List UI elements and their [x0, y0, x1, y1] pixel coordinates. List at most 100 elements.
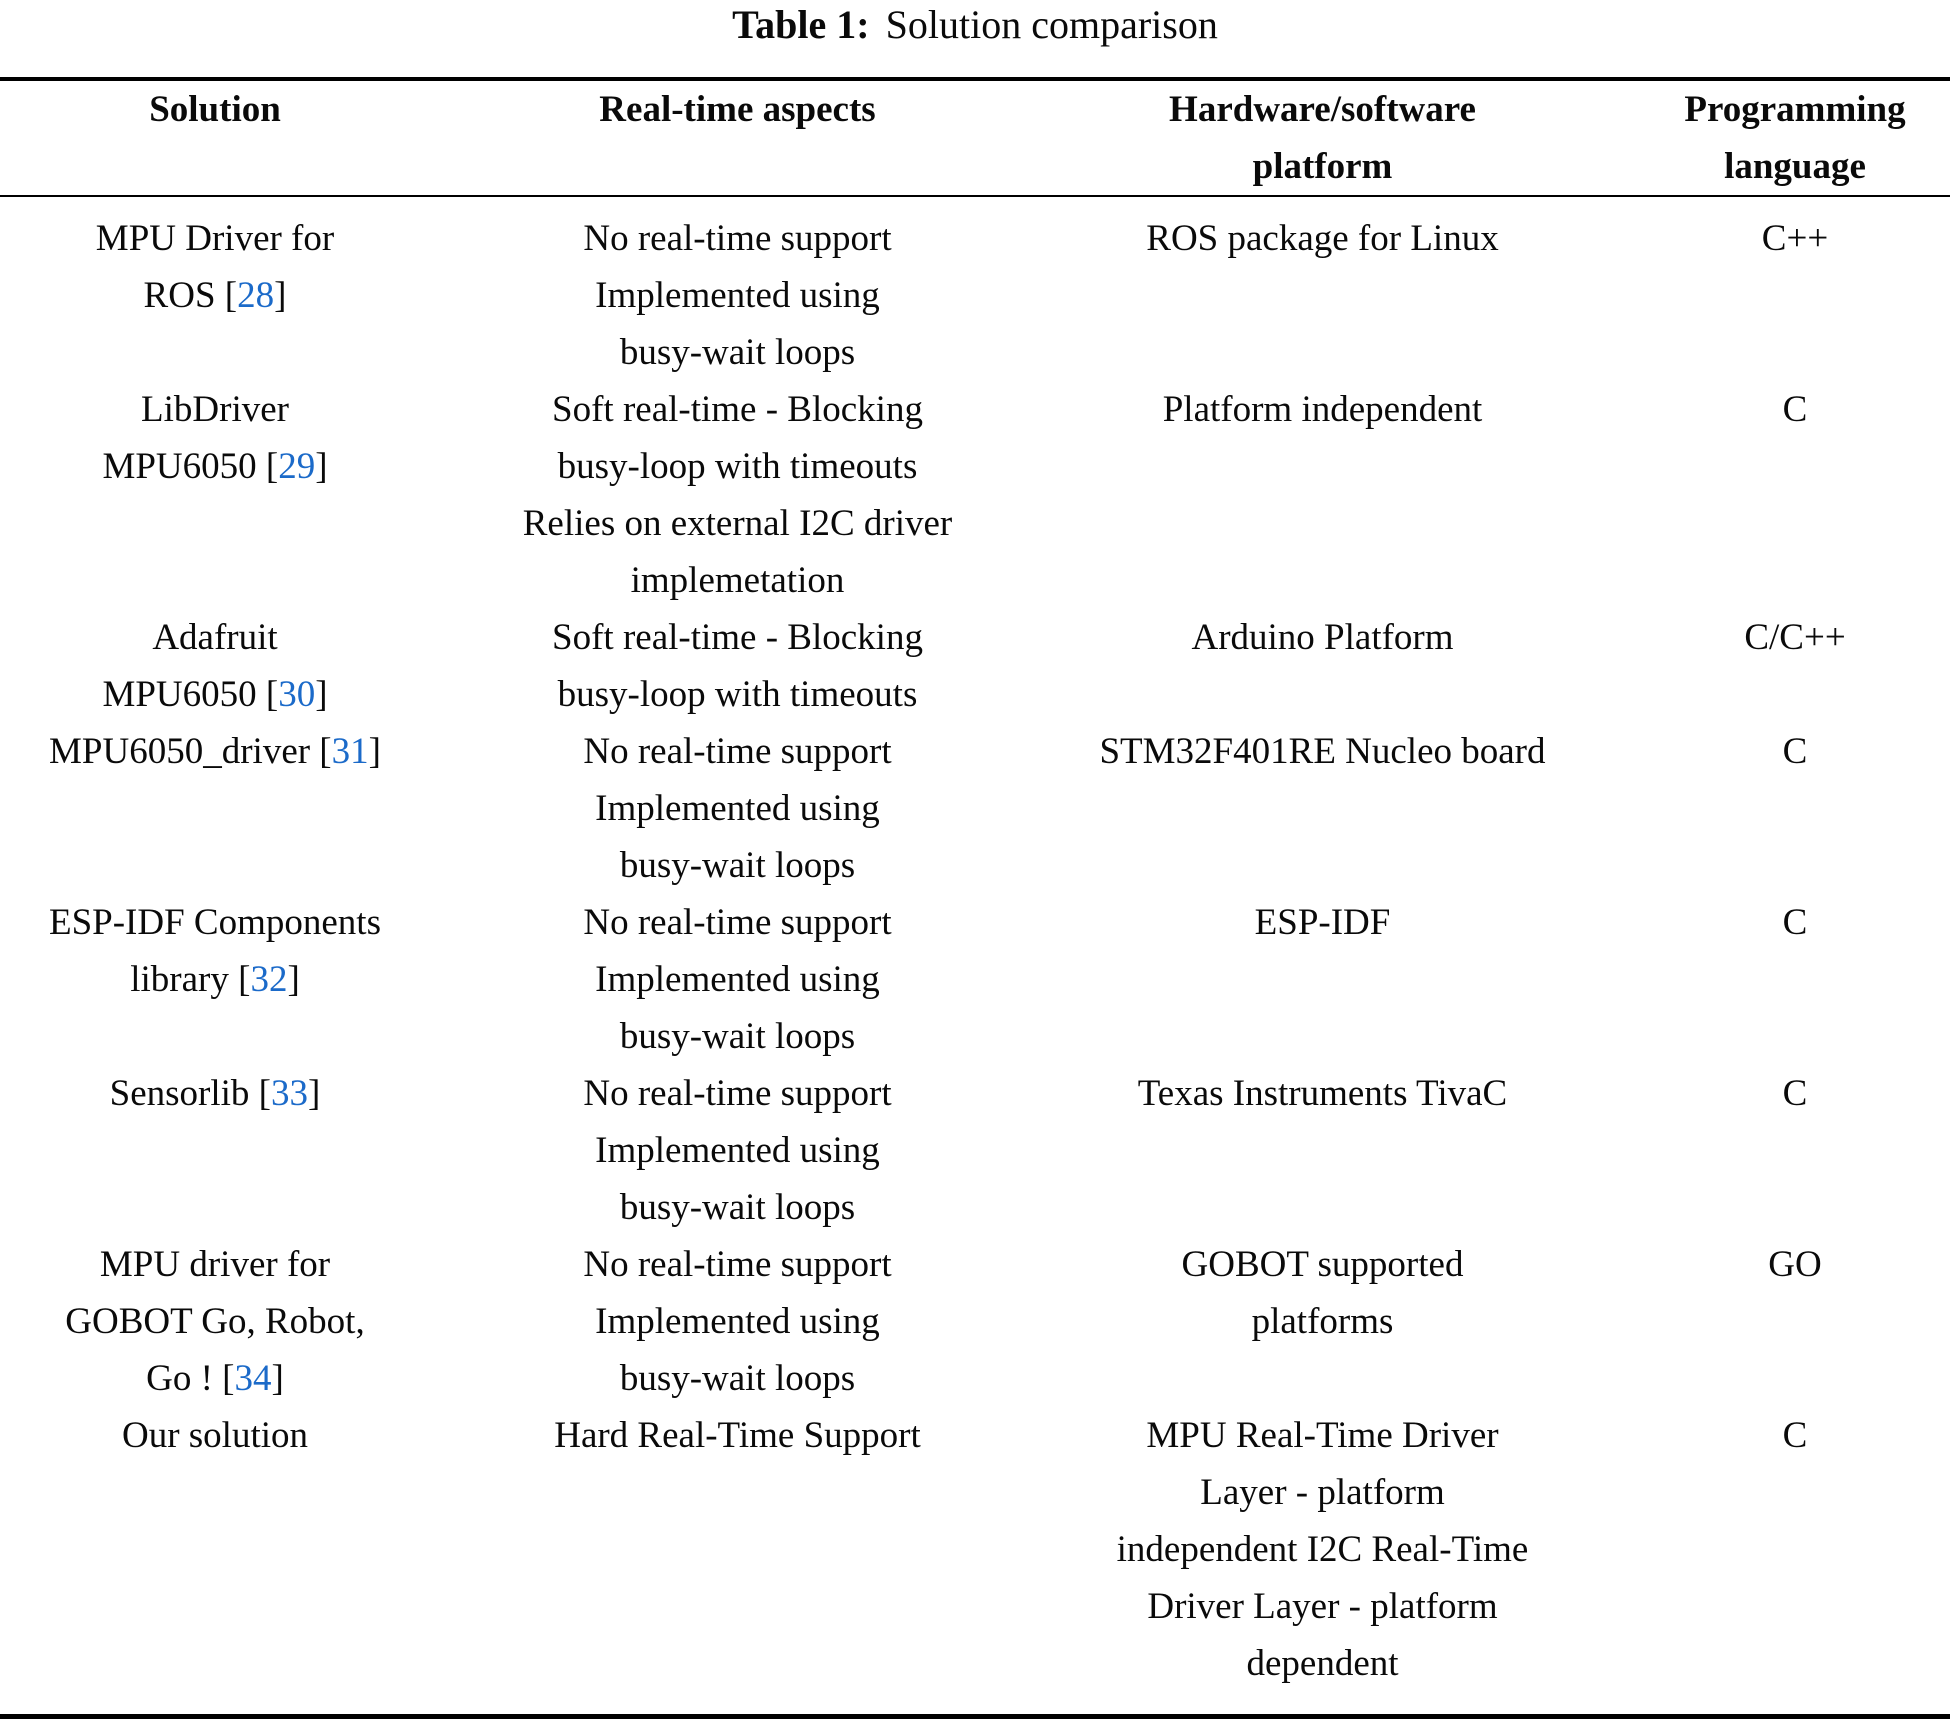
table-header: Solution Real-time aspects Hardware/softwa… [0, 81, 1950, 197]
cell-line: STM32F401RE Nucleo board [1099, 731, 1546, 772]
cell-solution: Our solution [0, 1407, 430, 1692]
column-header-line: platform [1252, 146, 1393, 187]
cell-realtime: No real-time support Implemented using bus… [430, 196, 1045, 381]
table-row: Sensorlib [33] No real-time support Implem… [0, 1065, 1950, 1236]
cell-line: busy-wait loops [619, 1016, 856, 1057]
table-row: ESP-IDF Components library [32] No real-ti… [0, 894, 1950, 1065]
cell-realtime: Soft real-time - Blocking busy-loop with … [430, 381, 1045, 609]
citation-link[interactable]: 33 [271, 1073, 309, 1114]
cell-line: Layer - platform [1200, 1472, 1445, 1513]
table-row: Adafruit MPU6050 [30] Soft real-time - Blo… [0, 609, 1950, 723]
cell-line: No real-time support [583, 731, 892, 772]
cell-line: Implemented using [595, 275, 880, 316]
cell-solution: MPU driver for GOBOT Go, Robot, Go ! [34] [0, 1236, 430, 1407]
cell-solution: Sensorlib [33] [0, 1065, 430, 1236]
solution-comparison-table: Solution Real-time aspects Hardware/softwa… [0, 81, 1950, 1692]
cell-line: Arduino Platform [1191, 617, 1454, 658]
cell-platform: GOBOT supported platforms [1045, 1236, 1600, 1407]
column-header-line: language [1724, 146, 1866, 187]
cell-realtime: No real-time support Implemented using bus… [430, 1065, 1045, 1236]
cell-line: Implemented using [595, 1301, 880, 1342]
cell-line: Our solution [121, 1415, 309, 1456]
cell-language: C [1600, 1407, 1950, 1692]
citation-link[interactable]: 31 [331, 731, 369, 772]
cell-solution: ESP-IDF Components library [32] [0, 894, 430, 1065]
citation-link[interactable]: 34 [234, 1358, 272, 1399]
table-row: LibDriver MPU6050 [29] Soft real-time - Bl… [0, 381, 1950, 609]
cell-platform: STM32F401RE Nucleo board [1045, 723, 1600, 894]
table-row: MPU Driver for ROS [28] No real-time suppo… [0, 196, 1950, 381]
cell-line: Hard Real-Time Support [554, 1415, 921, 1456]
cell-line: No real-time support [583, 902, 892, 943]
cell-line: Adafruit [152, 617, 278, 658]
table-body: MPU Driver for ROS [28] No real-time suppo… [0, 196, 1950, 1692]
cell-line: ROS package for Linux [1146, 218, 1499, 259]
cell-language: C [1600, 894, 1950, 1065]
column-header-solution: Solution [0, 81, 430, 197]
cell-line: busy-loop with timeouts [557, 446, 918, 487]
cell-line: GO [1768, 1244, 1822, 1285]
citation-link[interactable]: 28 [237, 275, 275, 316]
cell-line: No real-time support [583, 1073, 892, 1114]
cell-platform: ESP-IDF [1045, 894, 1600, 1065]
cell-line: Platform independent [1162, 389, 1483, 430]
cell-line: MPU Real-Time Driver [1146, 1415, 1499, 1456]
cell-realtime: No real-time support Implemented using bus… [430, 1236, 1045, 1407]
cell-line: C [1782, 902, 1808, 943]
cell-line: busy-wait loops [619, 1358, 856, 1399]
cell-platform: Texas Instruments TivaC [1045, 1065, 1600, 1236]
cell-language: C [1600, 381, 1950, 609]
cell-line: Soft real-time - Blocking [552, 389, 923, 430]
cell-platform: Platform independent [1045, 381, 1600, 609]
cell-line: MPU6050 [29] [102, 446, 328, 487]
cell-language: C/C++ [1600, 609, 1950, 723]
cell-line: Texas Instruments TivaC [1137, 1073, 1508, 1114]
cell-line: ROS [28] [143, 275, 287, 316]
cell-line: Soft real-time - Blocking [552, 617, 923, 658]
cell-line: MPU driver for [99, 1244, 331, 1285]
cell-line: C [1782, 389, 1808, 430]
column-header-line: Hardware/software [1169, 89, 1476, 130]
cell-platform: MPU Real-Time Driver Layer - platform inde… [1045, 1407, 1600, 1692]
table-row: MPU driver for GOBOT Go, Robot, Go ! [34] N… [0, 1236, 1950, 1407]
cell-solution: LibDriver MPU6050 [29] [0, 381, 430, 609]
cell-language: C++ [1600, 196, 1950, 381]
cell-line: independent I2C Real-Time [1116, 1529, 1529, 1570]
cell-line: GOBOT supported [1181, 1244, 1464, 1285]
cell-line: Implemented using [595, 1130, 880, 1171]
cell-line: GOBOT Go, Robot, [65, 1301, 365, 1342]
table-caption-text: Solution comparison [885, 2, 1218, 47]
cell-line: Implemented using [595, 959, 880, 1000]
cell-line: library [32] [130, 959, 300, 1000]
cell-line: implemetation [630, 560, 845, 601]
cell-line: Go ! [34] [146, 1358, 284, 1399]
column-header-platform: Hardware/software platform [1045, 81, 1600, 197]
cell-line: Driver Layer - platform [1147, 1586, 1498, 1627]
cell-language: C [1600, 723, 1950, 894]
citation-link[interactable]: 29 [278, 446, 316, 487]
column-header-line: Solution [149, 89, 281, 130]
cell-line: C [1782, 731, 1808, 772]
column-header-line: Real-time aspects [599, 89, 876, 130]
citation-link[interactable]: 32 [250, 959, 288, 1000]
header-row: Solution Real-time aspects Hardware/softwa… [0, 81, 1950, 197]
cell-line: busy-loop with timeouts [557, 674, 918, 715]
citation-link[interactable]: 30 [278, 674, 316, 715]
cell-line: C++ [1761, 218, 1829, 259]
cell-solution: Adafruit MPU6050 [30] [0, 609, 430, 723]
table-row: Our solution Hard Real-Time Support MPU Re… [0, 1407, 1950, 1692]
cell-realtime: Hard Real-Time Support [430, 1407, 1045, 1692]
cell-solution: MPU6050_driver [31] [0, 723, 430, 894]
cell-line: dependent [1246, 1643, 1399, 1684]
cell-line: MPU6050 [30] [102, 674, 328, 715]
cell-realtime: Soft real-time - Blocking busy-loop with … [430, 609, 1045, 723]
cell-line: busy-wait loops [619, 845, 856, 886]
cell-line: C [1782, 1073, 1808, 1114]
cell-line: C [1782, 1415, 1808, 1456]
table-caption: Table 1: Solution comparison [0, 0, 1950, 50]
cell-platform: ROS package for Linux [1045, 196, 1600, 381]
column-header-line: Programming [1684, 89, 1906, 130]
column-header-realtime: Real-time aspects [430, 81, 1045, 197]
cell-realtime: No real-time support Implemented using bus… [430, 723, 1045, 894]
